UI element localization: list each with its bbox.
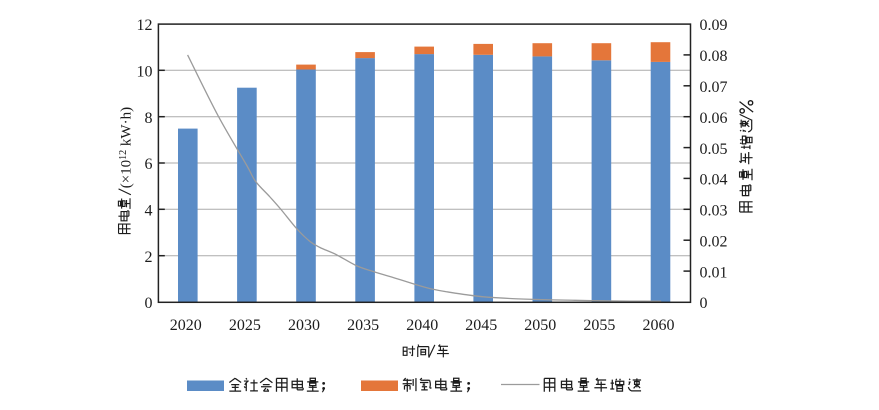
svg-text:10: 10 [137,64,153,81]
svg-text:0.09: 0.09 [700,17,728,34]
svg-text:12: 12 [137,17,153,34]
svg-text:2035: 2035 [347,317,379,334]
svg-text:0.06: 0.06 [700,110,728,127]
svg-text:2045: 2045 [465,317,497,334]
svg-text:2: 2 [145,249,153,266]
svg-text:0.05: 0.05 [700,141,728,158]
svg-text:2030: 2030 [288,317,320,334]
svg-text:6: 6 [145,156,153,173]
svg-text:2040: 2040 [406,317,438,334]
svg-text:0: 0 [700,295,708,312]
svg-text:2020: 2020 [170,317,202,334]
svg-text:0.01: 0.01 [700,264,728,281]
svg-text:2025: 2025 [229,317,261,334]
svg-text:(×1012 kW·h): (×1012 kW·h) [118,107,135,188]
svg-text:4: 4 [145,203,153,220]
svg-text:2055: 2055 [583,317,615,334]
svg-text:8: 8 [145,110,153,127]
svg-text:2060: 2060 [643,317,675,334]
svg-text:0.08: 0.08 [700,48,728,65]
svg-text:0.03: 0.03 [700,203,728,220]
svg-text:2050: 2050 [524,317,556,334]
svg-text:0: 0 [145,295,153,312]
svg-text:0.04: 0.04 [700,172,728,189]
svg-text:0.07: 0.07 [700,79,728,96]
svg-text:0.02: 0.02 [700,233,728,250]
